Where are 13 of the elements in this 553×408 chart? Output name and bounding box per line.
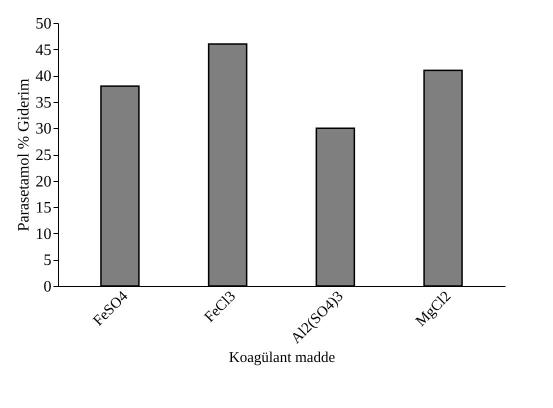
x-axis-title: Koagülant madde [228,350,336,366]
y-axis-title: Parasetamol % Giderim [16,78,32,232]
y-tick-label: 0 [44,278,52,296]
y-tick-label: 35 [36,94,52,112]
y-tick-label: 10 [36,226,52,243]
y-tick-label: 40 [36,68,52,86]
y-tick-label: 25 [36,147,52,164]
y-tick-label: 30 [36,120,52,138]
y-tick-label: 15 [36,200,52,217]
y-tick-label: 5 [44,252,52,270]
y-tick-label: 45 [36,42,52,59]
y-tick-label: 50 [36,16,52,32]
y-tick-label: 20 [36,173,52,190]
